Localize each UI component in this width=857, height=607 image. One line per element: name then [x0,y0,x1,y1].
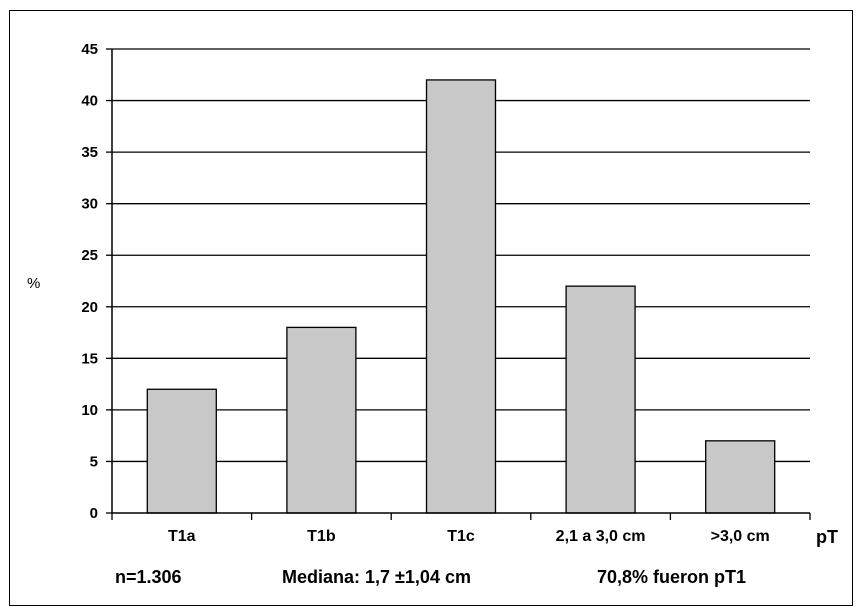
bar-4 [705,440,776,514]
x-tick-label: T1c [447,528,475,545]
bar-1 [286,326,357,514]
x-axis-label: pT [816,527,838,547]
y-axis-label: % [27,275,40,292]
y-tick-label: 10 [81,402,98,419]
bar-0 [146,388,217,514]
pt1-percentage-note: 70,8% fueron pT1 [597,567,747,587]
x-tick-label: T1b [307,528,336,545]
x-tick-label: 2,1 a 3,0 cm [556,528,646,545]
y-tick-label: 45 [81,41,98,58]
y-tick-label: 40 [81,93,98,110]
y-tick-label: 5 [90,453,98,470]
y-tick-label: 0 [90,505,98,522]
sample-size-note: n=1.306 [115,567,182,587]
bar-2 [425,79,497,514]
x-tick-label: T1a [168,528,196,545]
y-tick-labels: 0 5 10 15 20 25 30 35 40 45 [81,41,98,522]
y-tick-label: 35 [81,144,98,161]
y-tick-label: 15 [81,350,98,367]
y-tick-label: 30 [81,196,98,213]
bars [146,79,776,514]
bar-3 [565,285,636,514]
axes [106,48,811,520]
x-tick-label: >3,0 cm [711,528,770,545]
chart-frame [9,10,853,606]
gridlines [112,48,810,463]
median-note: Mediana: 1,7 ±1,04 cm [282,567,471,587]
y-tick-label: 20 [81,299,98,316]
y-tick-label: 25 [81,247,98,264]
x-tick-labels: T1a T1b T1c 2,1 a 3,0 cm >3,0 cm [168,528,770,545]
